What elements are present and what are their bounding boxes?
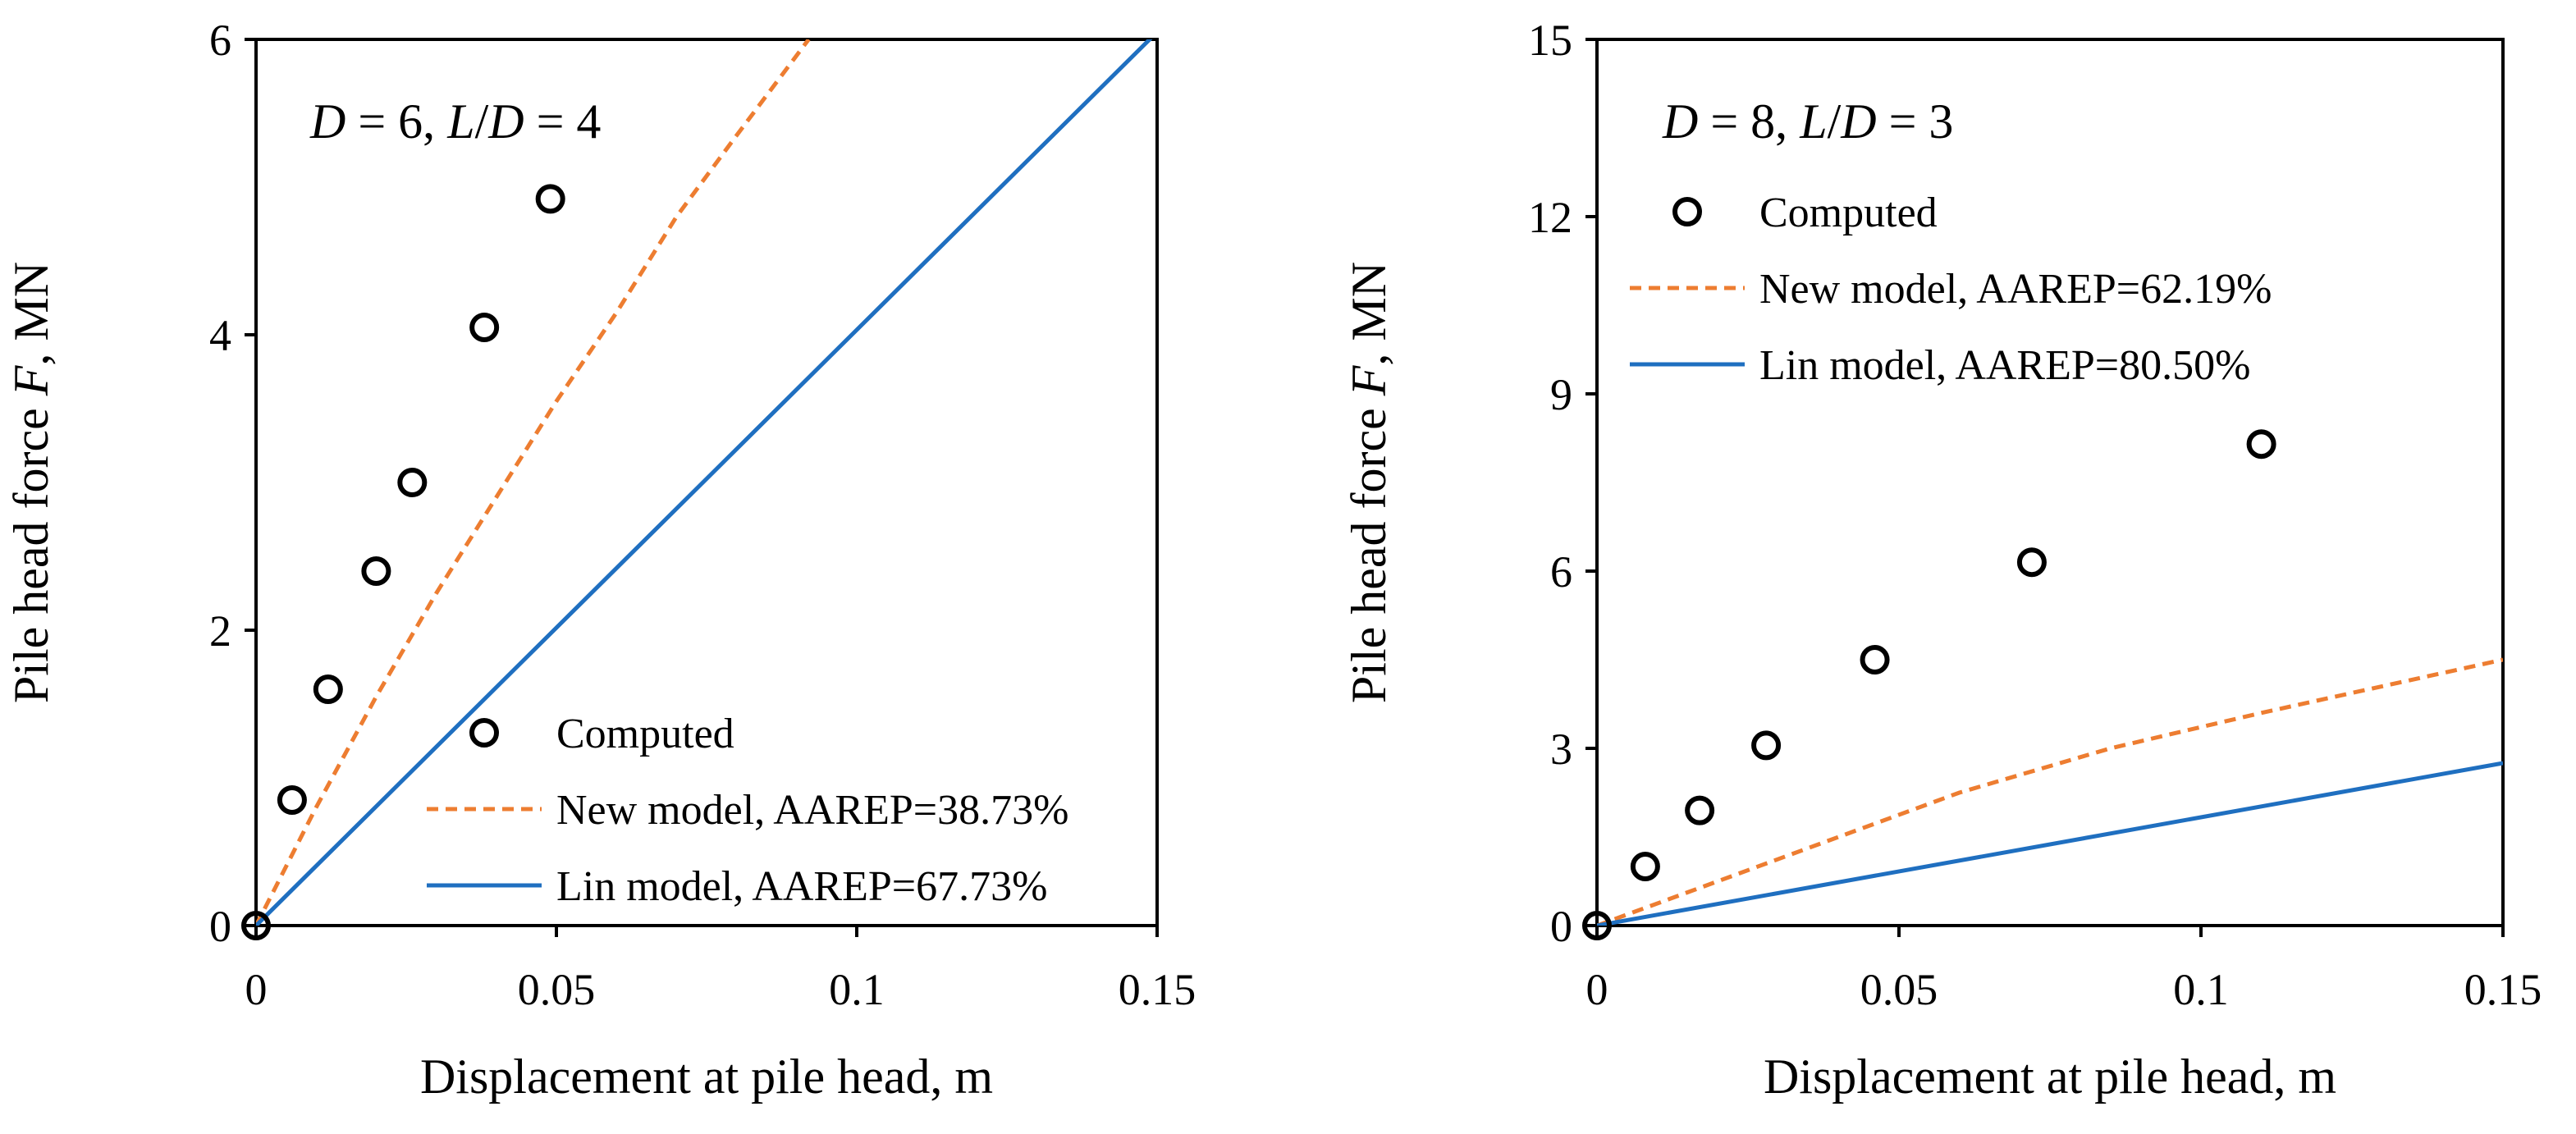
label-part: , MN xyxy=(1342,262,1396,366)
y-tick-label: 3 xyxy=(1550,725,1572,774)
computed-point xyxy=(2246,429,2276,460)
legend-label: Computed xyxy=(1759,190,1938,236)
chart-right: 0 3 6 9 12 15 0 0.05 0.1 0.15 Displacement at pile… xyxy=(1342,16,2542,1104)
y-tick-label: 15 xyxy=(1528,16,1572,65)
y-tick-label: 4 xyxy=(209,311,231,360)
x-tick-label: 0.1 xyxy=(829,965,885,1014)
label-part: Pile head force xyxy=(4,396,58,703)
x-tick-label: 0 xyxy=(1586,965,1608,1014)
y-tick-label: 12 xyxy=(1528,193,1572,242)
y-axis-title: Pile head force F, MN xyxy=(1342,262,1396,703)
y-tick-label: 6 xyxy=(209,16,231,65)
computed-point xyxy=(397,468,428,497)
y-tick-label: 6 xyxy=(1550,547,1572,597)
legend-label: Lin model, AAREP=80.50% xyxy=(1759,342,2250,389)
label-part: L xyxy=(446,94,474,149)
x-axis-title: Displacement at pile head, m xyxy=(420,1049,993,1104)
label-part: , MN xyxy=(4,262,58,366)
computed-point xyxy=(469,313,500,342)
legend-label: New model, AAREP=62.19% xyxy=(1759,266,2272,313)
new-model-line xyxy=(1597,657,2503,926)
x-tick-label: 0.15 xyxy=(1119,965,1196,1014)
chart-left: 0 2 4 6 0 0.05 0.1 0.15 Displacement at pile hea… xyxy=(4,16,1196,1104)
legend-marker xyxy=(469,718,499,748)
y-tick-label: 0 xyxy=(209,902,231,951)
series-lines xyxy=(1597,657,2503,926)
y-tick-label: 9 xyxy=(1550,370,1572,419)
legend-label: Lin model, AAREP=67.73% xyxy=(556,863,1047,910)
computed-point xyxy=(535,184,565,214)
computed-point xyxy=(1582,911,1612,940)
y-tick-label: 2 xyxy=(209,606,231,656)
computed-point xyxy=(361,556,391,586)
label-part: D xyxy=(309,94,345,149)
computed-point xyxy=(241,911,271,940)
legend-marker xyxy=(1672,197,1702,226)
label-part: F xyxy=(4,364,58,396)
lin-model-line xyxy=(256,39,1153,926)
label-part: Pile head force xyxy=(1342,396,1396,703)
plot-frame xyxy=(254,38,1159,927)
x-tick-label: 0 xyxy=(245,965,268,1014)
computed-point xyxy=(1630,852,1660,881)
panel-label: D = 6, L/D = 4 xyxy=(309,94,601,149)
label-part: D xyxy=(1840,94,1876,149)
label-part: = 4 xyxy=(524,94,602,149)
y-tick-label: 0 xyxy=(1550,902,1572,951)
series-lines xyxy=(256,39,1153,926)
computed-point xyxy=(2016,547,2047,578)
label-part: = 3 xyxy=(1877,94,1954,149)
label-part: D xyxy=(487,94,524,149)
lin-model-line xyxy=(1597,761,2503,926)
x-tick-label: 0.05 xyxy=(518,965,596,1014)
label-part: D xyxy=(1662,94,1698,149)
computed-point xyxy=(277,785,307,815)
computed-point xyxy=(1751,730,1782,761)
label-part: L xyxy=(1799,94,1827,149)
label-part: F xyxy=(1342,364,1396,396)
computed-point xyxy=(1860,645,1890,674)
panel-label: D = 8, L/D = 3 xyxy=(1662,94,1953,149)
computed-point xyxy=(1685,795,1715,825)
x-tick-label: 0.1 xyxy=(2173,965,2229,1014)
plot-frame xyxy=(1595,38,2505,927)
new-model-line xyxy=(256,39,811,926)
label-part: = 6, xyxy=(345,94,447,149)
legend-label: Computed xyxy=(556,711,734,757)
x-tick-label: 0.05 xyxy=(1860,965,1938,1014)
y-axis-title: Pile head force F, MN xyxy=(4,262,58,703)
x-tick-label: 0.15 xyxy=(2464,965,2542,1014)
computed-point xyxy=(313,674,343,704)
label-part: / xyxy=(1828,94,1842,149)
x-axis-title: Displacement at pile head, m xyxy=(1764,1049,2336,1104)
label-part: / xyxy=(475,94,489,149)
label-part: = 8, xyxy=(1698,94,1800,149)
legend-label: New model, AAREP=38.73% xyxy=(556,787,1068,834)
